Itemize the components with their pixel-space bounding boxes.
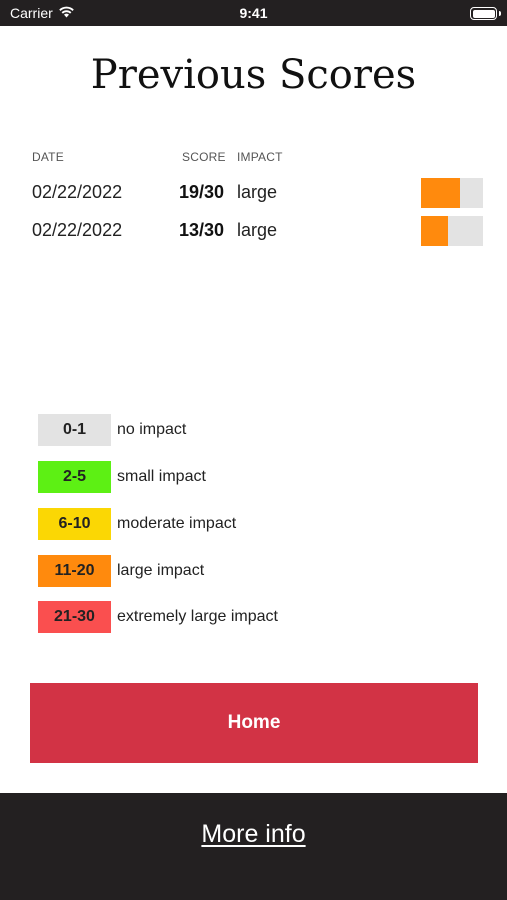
legend-swatch: 0-1	[38, 414, 111, 446]
score-date: 02/22/2022	[32, 220, 123, 240]
column-header-score: SCORE	[182, 150, 226, 164]
score-row: 02/22/2022 13/30 large	[0, 216, 507, 246]
status-bar-left: Carrier	[10, 5, 75, 21]
column-header-date: DATE	[32, 150, 64, 164]
legend-label: extremely large impact	[117, 608, 278, 625]
impact-meter	[421, 216, 483, 246]
legend-label: large impact	[117, 562, 205, 579]
clock: 9:41	[239, 5, 268, 21]
score-value: 13/30	[178, 220, 224, 240]
carrier-label: Carrier	[10, 5, 53, 21]
impact-meter-fill	[421, 178, 461, 208]
score-date: 02/22/2022	[32, 182, 123, 202]
battery-icon	[470, 7, 501, 20]
more-info-link[interactable]: More info	[201, 820, 306, 848]
legend-item: 21-30 extremely large impact	[38, 601, 438, 633]
impact-meter	[421, 178, 483, 208]
legend-item: 11-20 large impact	[38, 555, 438, 587]
legend-label: moderate impact	[117, 515, 237, 532]
impact-meter-fill	[421, 216, 448, 246]
legend-swatch: 21-30	[38, 601, 111, 633]
legend-item: 0-1 no impact	[38, 414, 438, 446]
score-value: 19/30	[178, 182, 224, 202]
score-impact: large	[237, 182, 278, 202]
footer: More info	[0, 793, 507, 900]
score-impact: large	[237, 220, 278, 240]
legend-item: 6-10 moderate impact	[38, 508, 438, 540]
home-button[interactable]: Home	[30, 683, 478, 763]
score-row: 02/22/2022 19/30 large	[0, 178, 507, 208]
legend-label: small impact	[117, 468, 206, 485]
legend-swatch: 11-20	[38, 555, 111, 587]
legend-swatch: 2-5	[38, 461, 111, 493]
legend-item: 2-5 small impact	[38, 461, 438, 493]
legend-label: no impact	[117, 421, 187, 438]
legend-swatch: 6-10	[38, 508, 111, 540]
column-header-impact: IMPACT	[237, 150, 283, 164]
page-title: Previous Scores	[90, 52, 417, 98]
status-bar: Carrier 9:41	[0, 0, 507, 26]
wifi-icon	[58, 5, 75, 21]
